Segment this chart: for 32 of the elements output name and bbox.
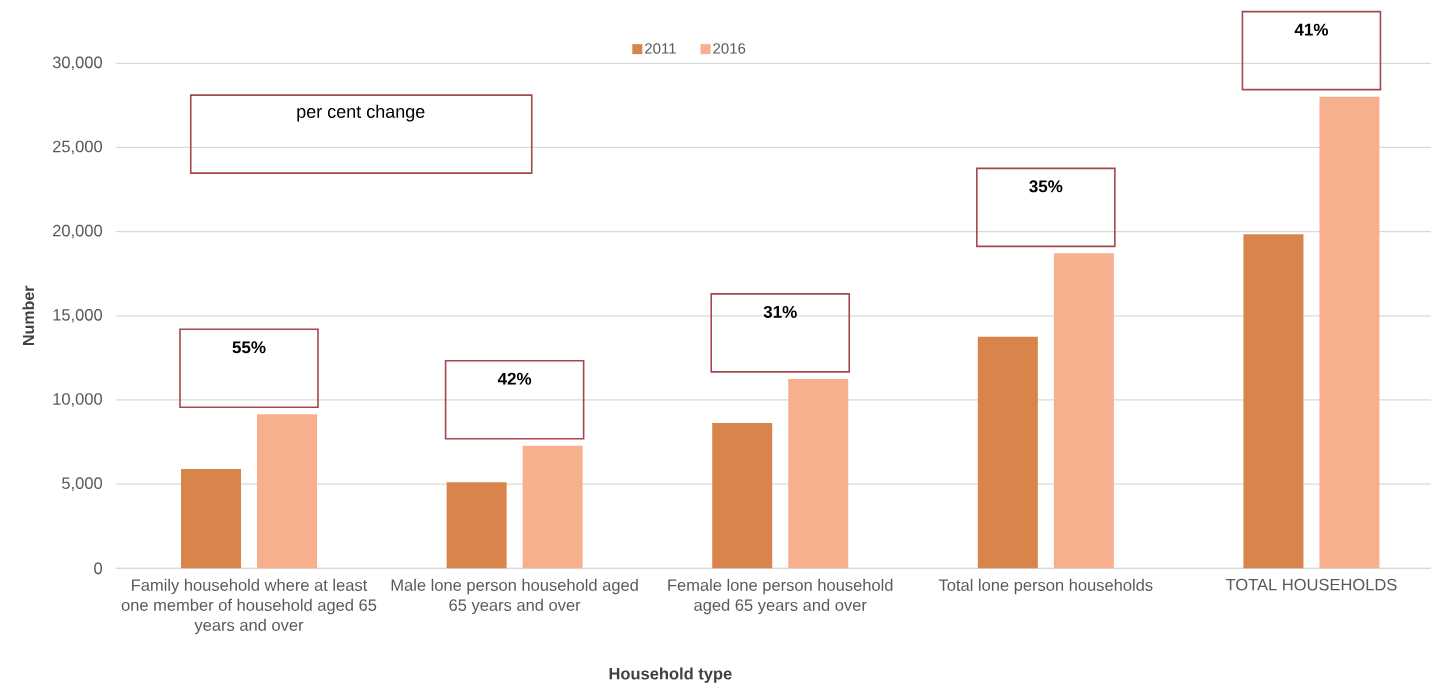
y-tick-label: 15,000 <box>53 308 103 323</box>
y-tick-label: 20,000 <box>53 224 103 239</box>
x-tick-label: Family household where at least one member of household aged 65 years and over <box>121 578 377 635</box>
y-tick-label: 10,000 <box>53 393 103 407</box>
bar <box>257 414 317 569</box>
bar <box>446 482 507 569</box>
bar <box>712 423 773 569</box>
annotation: per cent change <box>297 104 425 122</box>
y-tick-label: 5,000 <box>62 477 103 491</box>
annotation: 35% <box>1029 180 1063 193</box>
x-tick-label: Total lone person households <box>938 578 1153 595</box>
annotation: 42% <box>497 372 532 385</box>
bar <box>522 445 583 569</box>
bar <box>977 336 1038 569</box>
x-tick-label: Female lone person household aged 65 years and over <box>668 578 893 615</box>
bar <box>788 378 849 569</box>
y-tick-label: 30,000 <box>52 56 103 71</box>
x-axis-title: Household type <box>609 667 732 683</box>
y-axis-title: Number <box>22 285 35 345</box>
y-tick-label: 25,000 <box>53 140 103 155</box>
bar <box>181 468 241 569</box>
bar <box>1053 253 1114 569</box>
legend-label: 2011 <box>645 43 676 54</box>
bar <box>1243 234 1304 569</box>
x-tick-label: TOTAL HOUSEHOLDS <box>1225 578 1397 591</box>
legend-label: 2016 <box>713 43 746 54</box>
x-tick-label: Male lone person household aged 65 years and over <box>391 578 638 615</box>
annotation: 31% <box>763 305 797 318</box>
text: 41% <box>1294 23 1328 36</box>
bar <box>1319 96 1380 569</box>
annotation: 55% <box>232 341 266 354</box>
y-tick-label: 0 <box>94 562 103 575</box>
